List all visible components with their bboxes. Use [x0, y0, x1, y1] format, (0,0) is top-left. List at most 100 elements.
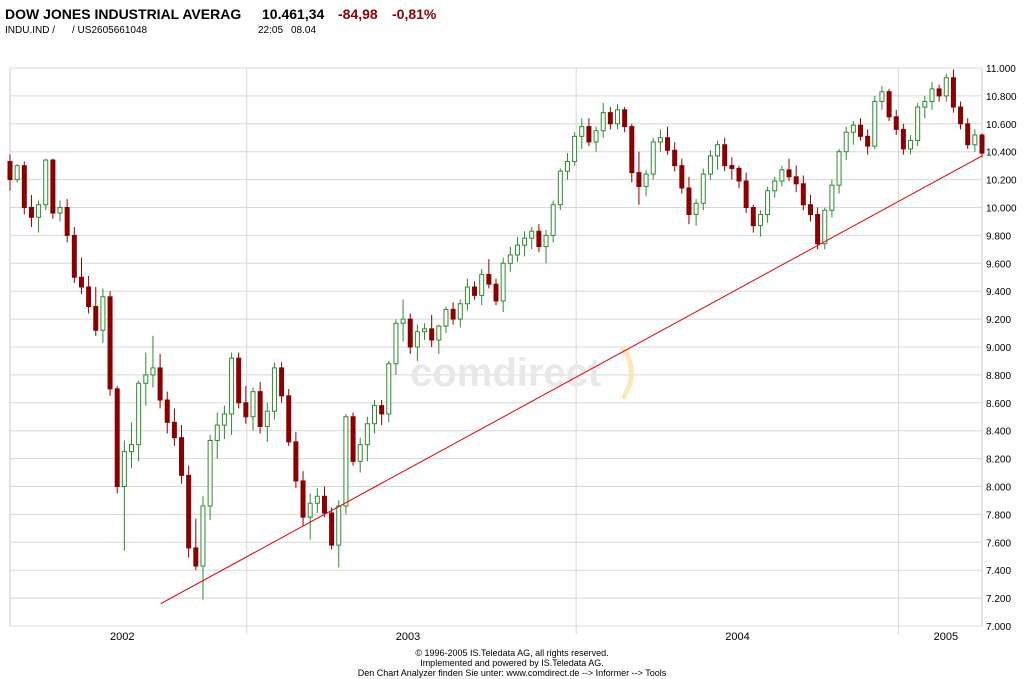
y-tick-label: 7.600: [986, 538, 1011, 549]
y-tick-label: 7.400: [986, 566, 1011, 577]
candle-body: [800, 183, 806, 206]
candle-body: [293, 441, 299, 482]
candle-body: [64, 207, 70, 236]
candle-body: [229, 357, 235, 415]
candle-body: [214, 424, 220, 441]
candle-body: [872, 100, 878, 147]
y-tick-label: 8.400: [986, 427, 1011, 438]
candle-body: [193, 547, 199, 567]
candle-body: [586, 126, 592, 143]
quote-time: 22:05: [258, 25, 284, 36]
candle-body: [765, 190, 771, 215]
candle-body: [643, 173, 649, 188]
candle-body: [657, 137, 663, 143]
candle-body: [179, 437, 185, 476]
candle-body: [822, 209, 828, 245]
candle-body: [600, 112, 606, 132]
candle-body: [607, 112, 613, 125]
y-tick-label: 10.000: [986, 204, 1017, 215]
candle-body: [807, 204, 813, 215]
candle-body: [615, 109, 620, 125]
candle-body: [622, 109, 628, 128]
candle-body: [450, 308, 456, 320]
candle-body: [522, 237, 528, 246]
candle-body: [357, 444, 363, 462]
candle-body: [500, 262, 506, 302]
y-tick-label: 9.800: [986, 231, 1011, 242]
y-tick-label: 9.000: [986, 343, 1011, 354]
candle-body: [815, 213, 821, 245]
candle-body: [672, 149, 678, 167]
quote-header: DOW JONES INDUSTRIAL AVERAG 10.461,34 -8…: [0, 0, 1024, 48]
candle-body: [843, 131, 849, 153]
watermark-text: comdirect: [410, 351, 601, 395]
candle-body: [393, 322, 399, 365]
candle-body: [400, 318, 406, 324]
y-tick-label: 10.600: [986, 120, 1017, 131]
candle-body: [564, 160, 570, 172]
candle-body: [350, 416, 356, 462]
candle-body: [757, 213, 763, 227]
candle-body: [414, 331, 420, 348]
candle-body: [693, 202, 699, 215]
candle-body: [750, 207, 756, 227]
candle-body: [707, 155, 713, 175]
candle-body: [472, 286, 478, 296]
candle-body: [114, 388, 120, 488]
candle-body: [915, 106, 921, 142]
y-tick-label: 11.000: [986, 64, 1016, 75]
candle-body: [979, 134, 985, 154]
x-tick-label: 2003: [396, 631, 420, 643]
candle-body: [929, 88, 935, 102]
candle-body: [486, 273, 492, 285]
candle-body: [686, 187, 692, 215]
candle-body: [93, 306, 99, 331]
y-tick-label: 7.000: [986, 622, 1011, 633]
candle-body: [121, 451, 127, 487]
candle-body: [950, 77, 956, 108]
candle-body: [479, 273, 485, 296]
candle-body: [36, 204, 42, 218]
x-tick-label: 2002: [110, 631, 134, 643]
y-tick-label: 8.000: [986, 483, 1011, 494]
candle-body: [793, 176, 799, 185]
candle-body: [250, 391, 256, 418]
candle-body: [958, 106, 964, 125]
candle-body: [865, 135, 871, 147]
footer: © 1996-2005 IS.Teledata AG, all rights r…: [0, 648, 1024, 678]
candle-body: [329, 512, 335, 546]
candle-body: [629, 126, 635, 174]
candle-body: [136, 382, 142, 446]
candle-body: [364, 423, 370, 446]
candle-body: [78, 276, 84, 288]
candle-body: [50, 159, 56, 214]
candle-body: [286, 395, 292, 443]
candlestick-chart: 11.000 10.800 10.600 10.400 10.200 10.000 9.80…: [7, 64, 1017, 643]
y-tick-label: 8.600: [986, 399, 1011, 410]
symbol-label: INDU.IND /: [5, 25, 55, 36]
candle-body: [271, 367, 277, 412]
candle-body: [729, 165, 735, 169]
x-tick-label: 2005: [934, 631, 958, 643]
candle-body: [550, 204, 556, 236]
y-tick-label: 8.200: [986, 455, 1011, 466]
candle-body: [650, 141, 656, 175]
candle-body: [300, 480, 306, 518]
candle-body: [71, 234, 77, 278]
candle-body: [557, 170, 563, 206]
candle-body: [407, 318, 413, 348]
y-tick-label: 9.200: [986, 315, 1011, 326]
candle-body: [786, 169, 792, 178]
candle-body: [422, 328, 428, 333]
candle-body: [636, 172, 642, 188]
candle-body: [7, 160, 13, 181]
candle-body: [457, 303, 463, 320]
candle-body: [507, 254, 513, 264]
candle-body: [129, 444, 134, 453]
y-tick-label: 9.600: [986, 259, 1011, 270]
quote-date: 08.04: [291, 25, 317, 36]
candle-body: [21, 165, 27, 208]
candle-body: [107, 296, 113, 390]
candle-body: [443, 308, 449, 327]
candle-body: [572, 135, 578, 162]
